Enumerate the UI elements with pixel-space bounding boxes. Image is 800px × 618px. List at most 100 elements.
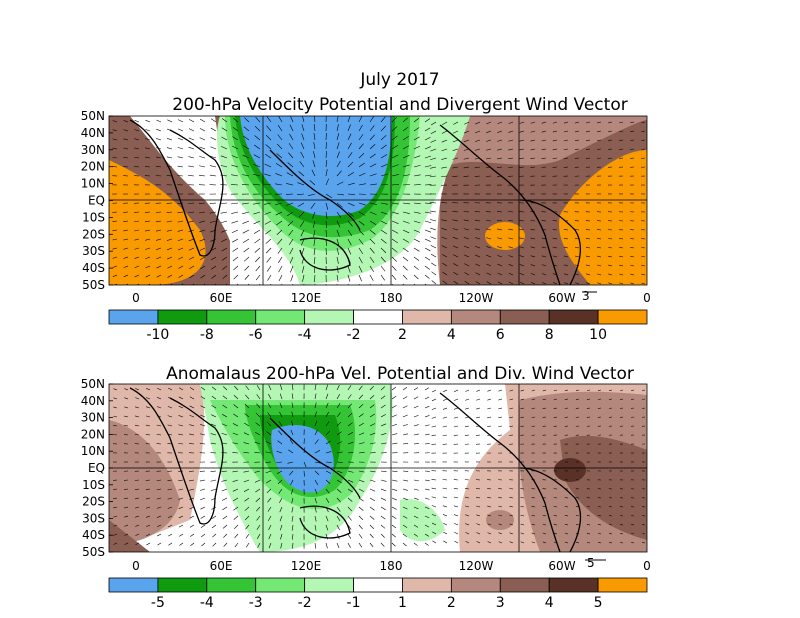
wind-vector	[542, 416, 547, 418]
map1-colorbar-swatch	[548, 309, 599, 325]
wind-vector	[336, 202, 343, 208]
wind-vector	[199, 247, 206, 251]
wind-vector	[369, 413, 375, 418]
wind-vector	[146, 542, 151, 546]
wind-vector	[113, 388, 118, 391]
wind-vector	[358, 497, 364, 502]
wind-vector	[369, 163, 377, 168]
wind-vector	[336, 274, 339, 282]
wind-vector	[553, 389, 558, 392]
wind-vector	[463, 245, 470, 249]
map1-colorbar-label: 6	[496, 327, 505, 343]
wind-vector	[474, 228, 481, 231]
wind-vector	[325, 393, 329, 400]
wind-vector	[597, 532, 602, 535]
wind-vector	[336, 256, 339, 264]
wind-vector	[336, 542, 340, 549]
map2-colorbar-label: -5	[151, 595, 165, 611]
wind-vector	[463, 157, 470, 160]
wind-vector	[586, 121, 591, 124]
wind-vector	[168, 542, 173, 546]
wind-vector	[486, 148, 492, 151]
wind-vector	[497, 237, 503, 240]
wind-vector	[145, 479, 151, 481]
map2-colorbar-swatch	[402, 577, 452, 593]
wind-vector	[325, 411, 329, 418]
wind-vector	[497, 228, 503, 231]
wind-vector	[301, 247, 305, 255]
wind-vector	[123, 138, 129, 141]
wind-vector	[430, 227, 437, 231]
wind-vector	[563, 273, 569, 276]
wind-vector	[441, 175, 448, 178]
wind-vector	[210, 470, 217, 473]
wind-vector	[220, 165, 228, 168]
wind-vector	[424, 211, 432, 214]
wind-vector	[254, 451, 261, 454]
map2-colorbar-swatch	[450, 577, 501, 593]
wind-vector	[465, 389, 470, 392]
wind-vector	[123, 238, 129, 241]
map1-coastlines	[129, 119, 582, 286]
wind-vector	[112, 129, 118, 132]
wind-vector	[156, 433, 162, 436]
wind-vector	[243, 432, 250, 436]
wind-vector	[519, 139, 525, 142]
wind-vector	[608, 389, 613, 391]
wind-vector	[452, 236, 459, 240]
wind-vector	[424, 488, 430, 491]
wind-vector	[608, 148, 613, 150]
wind-vector	[369, 404, 375, 409]
wind-vector	[336, 506, 341, 512]
wind-vector	[574, 121, 580, 124]
wind-vector	[286, 183, 294, 186]
wind-vector	[301, 265, 305, 273]
wind-vector	[124, 524, 129, 527]
wind-vector	[291, 393, 294, 400]
wind-vector	[189, 497, 195, 500]
wind-vector	[253, 211, 261, 215]
wind-vector	[113, 425, 118, 427]
wind-vector	[609, 541, 613, 544]
wind-vector	[391, 229, 399, 234]
wind-vector	[325, 384, 329, 391]
wind-vector	[233, 497, 239, 502]
wind-vector	[442, 514, 448, 517]
wind-vector	[124, 542, 129, 545]
wind-vector	[358, 143, 364, 150]
wind-vector	[413, 515, 419, 519]
wind-vector	[231, 155, 239, 159]
wind-vector	[297, 182, 305, 186]
wind-vector	[487, 389, 492, 392]
wind-vector	[369, 497, 376, 502]
wind-vector	[413, 497, 419, 500]
wind-vector	[508, 237, 514, 240]
wind-vector	[313, 142, 316, 150]
wind-vector	[136, 283, 140, 285]
wind-vector	[369, 202, 377, 205]
wind-vector	[314, 488, 318, 495]
map1-lon-label: 120W	[459, 291, 494, 305]
wind-vector	[166, 156, 173, 159]
wind-vector	[597, 398, 602, 400]
map2-lat-label: 10S	[82, 478, 105, 492]
wind-vector	[210, 433, 217, 436]
wind-vector	[220, 174, 228, 177]
wind-vector	[177, 165, 184, 168]
wind-vector	[166, 238, 173, 241]
wind-vector	[167, 396, 173, 400]
wind-vector	[189, 396, 195, 400]
map2-lat-label: EQ	[88, 461, 105, 475]
wind-vector	[256, 403, 261, 409]
wind-vector	[431, 262, 437, 267]
wind-vector	[391, 433, 398, 436]
wind-vector	[210, 127, 217, 132]
wind-vector	[156, 128, 162, 132]
wind-vector	[619, 273, 624, 276]
wind-vector	[277, 479, 283, 485]
wind-vector	[631, 524, 635, 526]
map2-lon-axis: 0 60E 120E 180 120W 60W 0	[132, 559, 651, 573]
wind-vector	[124, 388, 129, 391]
wind-vector	[552, 282, 558, 285]
map1-colorbar-label: -4	[298, 327, 312, 343]
